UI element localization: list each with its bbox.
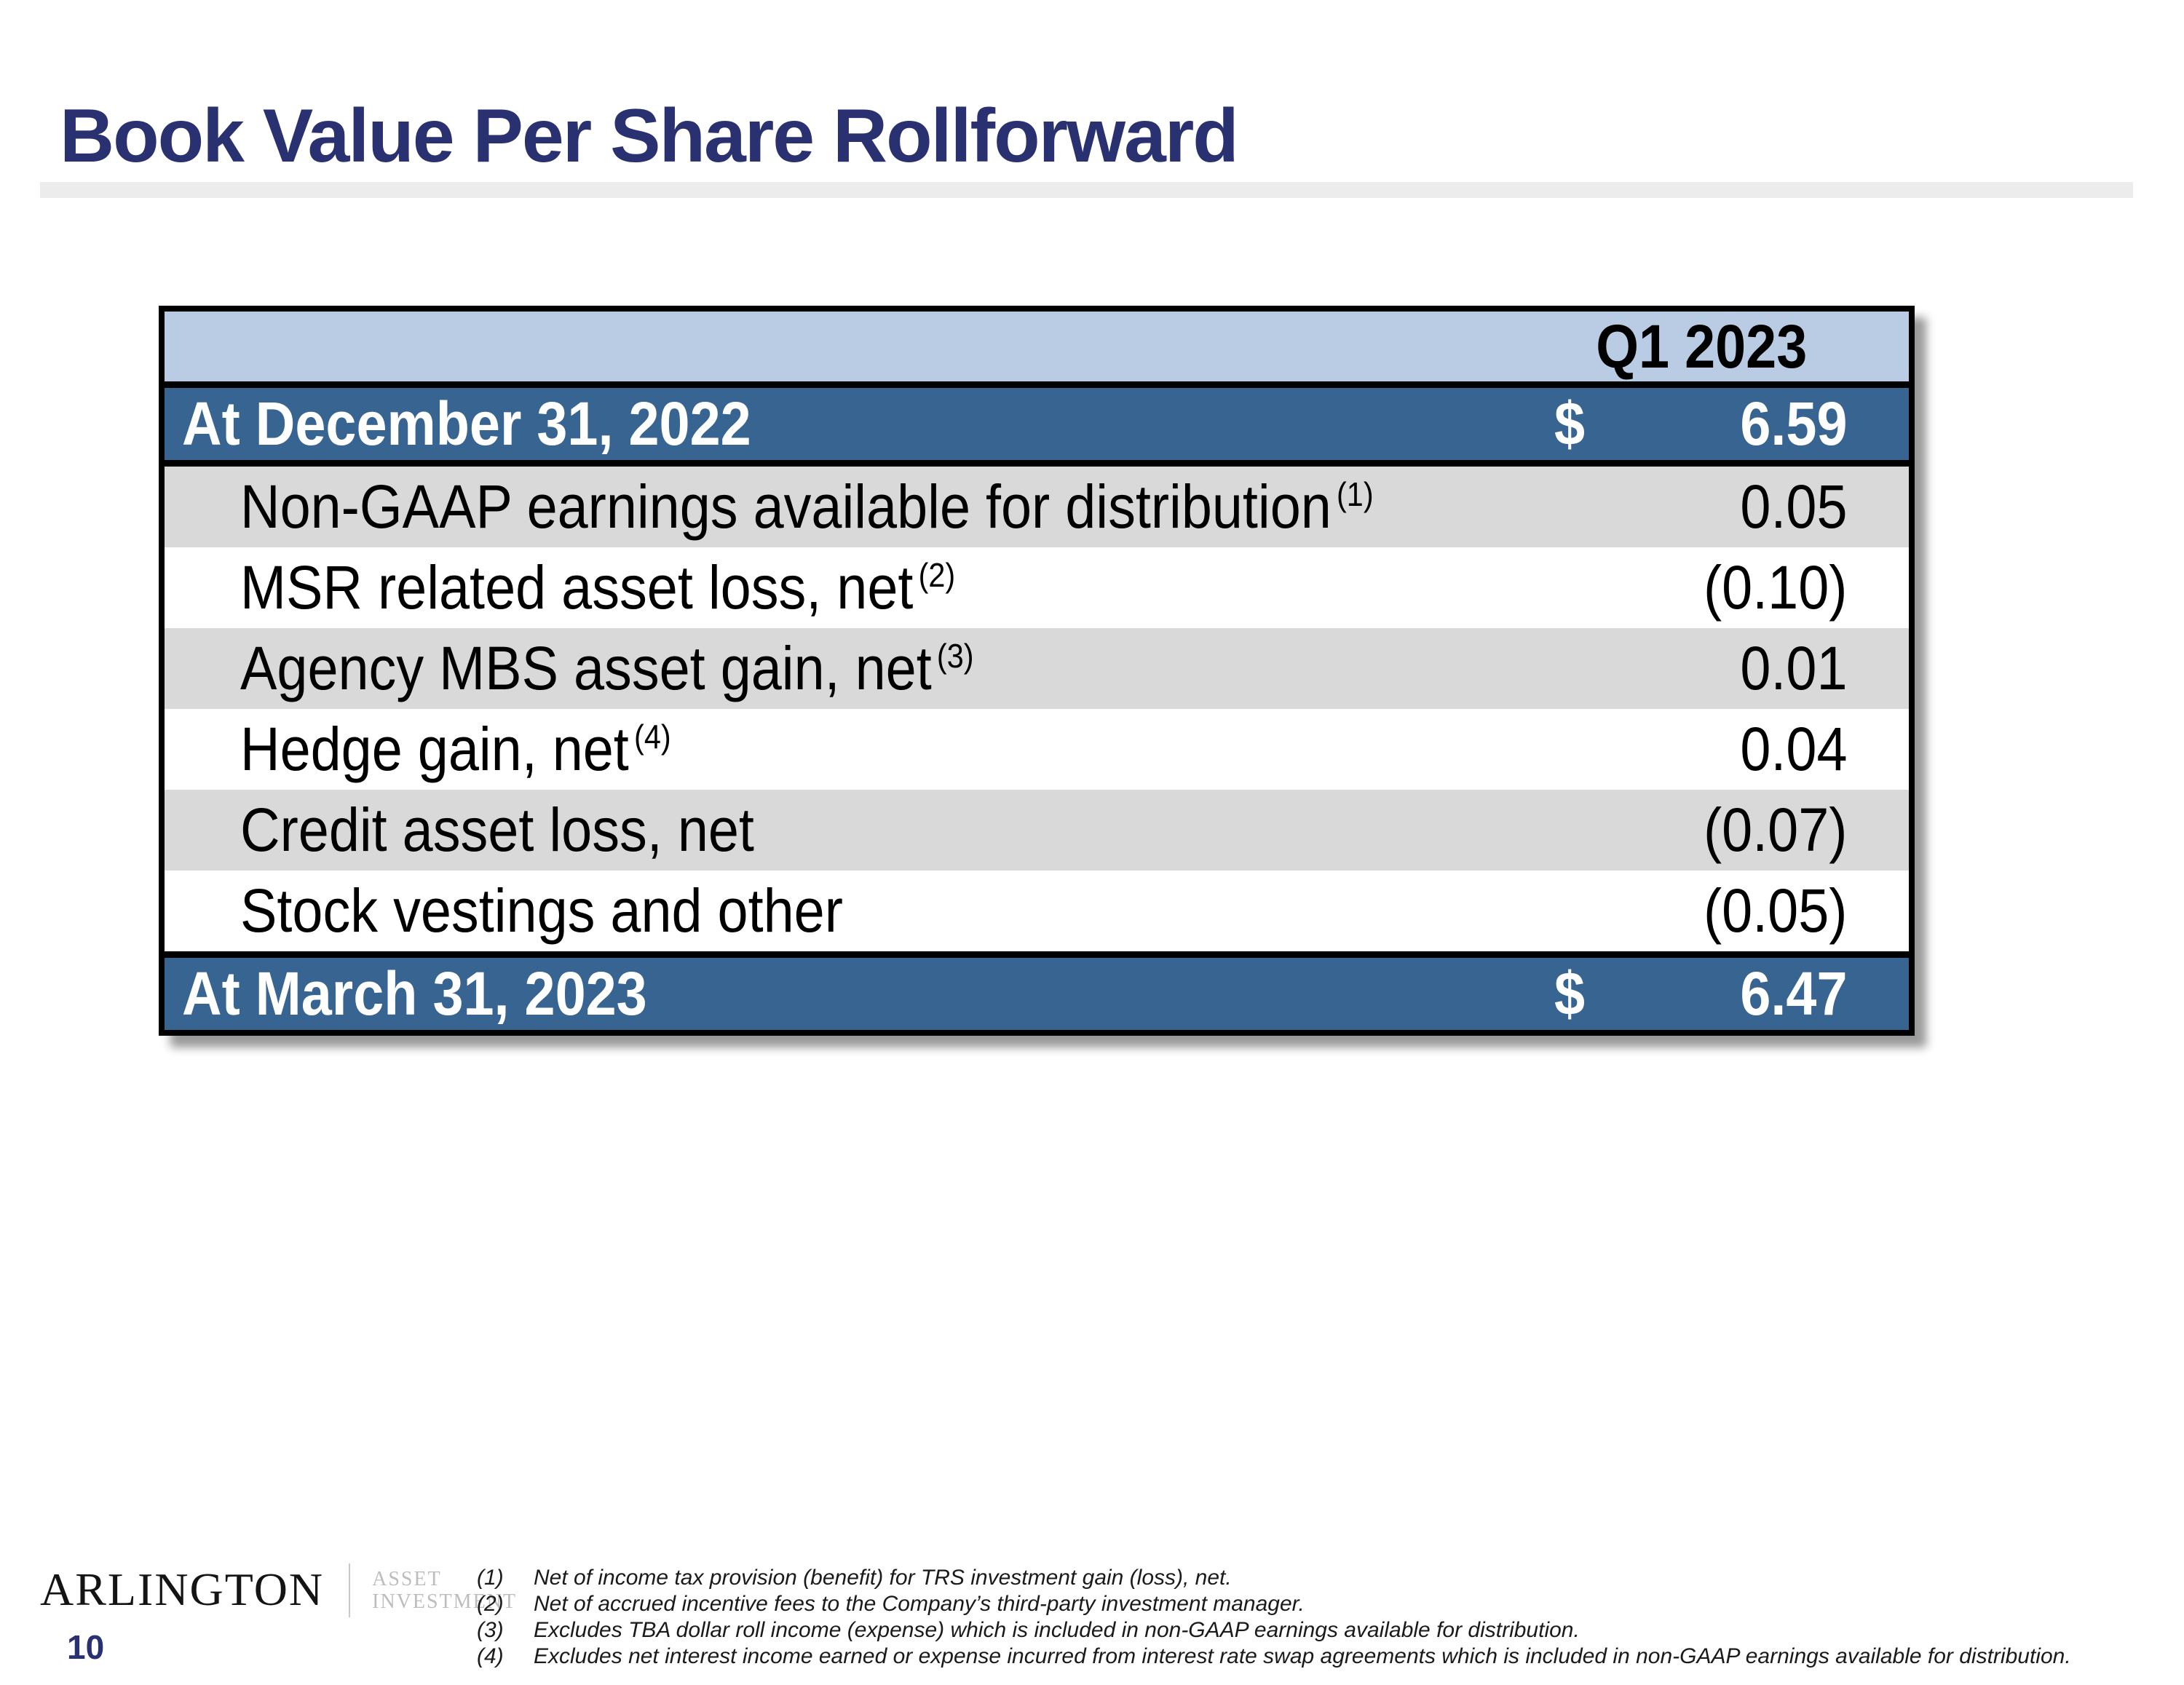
row-value: (0.05)	[1703, 876, 1847, 945]
book-value-rollforward-table: Q1 2023 At December 31, 2022 $ 6.59 Non-…	[159, 306, 1915, 1036]
logo-tagline: ASSET INVESTMENT	[372, 1563, 517, 1613]
opening-balance-label: At December 31, 2022	[182, 389, 751, 458]
logo-wordmark: ARLINGTON	[40, 1563, 325, 1615]
logo-divider	[349, 1563, 351, 1617]
row-value: (0.07)	[1703, 796, 1847, 864]
footnote-ref: (2)	[918, 556, 956, 594]
table-separator	[165, 381, 1909, 388]
footnote-text: Net of income tax provision (benefit) fo…	[534, 1566, 1232, 1590]
row-label: Credit asset loss, net	[240, 796, 754, 864]
opening-currency-symbol: $	[1554, 389, 1586, 458]
footnote-text: Net of accrued incentive fees to the Com…	[534, 1592, 1305, 1616]
row-label: Non-GAAP earnings available for distribu…	[240, 472, 1332, 541]
footnote: (2) Net of accrued incentive fees to the…	[477, 1591, 2071, 1617]
row-label: Agency MBS asset gain, net	[240, 634, 932, 702]
footnote: (4) Excludes net interest income earned …	[477, 1644, 2071, 1669]
row-value: (0.10)	[1703, 553, 1847, 622]
closing-currency-symbol: $	[1554, 959, 1586, 1028]
opening-balance-value: 6.59	[1739, 389, 1847, 458]
title-underline-rule	[40, 182, 2133, 198]
company-logo: ARLINGTON ASSET INVESTMENT	[40, 1563, 517, 1617]
period-header-label: Q1 2023	[1595, 312, 1807, 381]
footnotes: (1) Net of income tax provision (benefit…	[477, 1565, 2071, 1670]
row-value: 0.01	[1739, 634, 1847, 702]
closing-balance-label: At March 31, 2023	[182, 959, 647, 1028]
logo-tagline-line2: INVESTMENT	[372, 1590, 517, 1613]
footnote-text: Excludes TBA dollar roll income (expense…	[534, 1618, 1580, 1642]
table-separator	[165, 951, 1909, 958]
table-row: MSR related asset loss, net (2) (0.10)	[165, 547, 1909, 628]
footnote-number: (3)	[477, 1618, 504, 1642]
opening-balance-row: At December 31, 2022 $ 6.59	[165, 388, 1909, 460]
table-row: Stock vestings and other (0.05)	[165, 871, 1909, 951]
row-label: Stock vestings and other	[240, 876, 843, 945]
footnote-number: (1)	[477, 1566, 504, 1590]
footnote-ref: (3)	[936, 637, 974, 675]
footnote-number: (4)	[477, 1644, 504, 1668]
table-row: Credit asset loss, net (0.07)	[165, 790, 1909, 871]
row-label: MSR related asset loss, net	[240, 553, 914, 622]
table-row: Hedge gain, net (4) 0.04	[165, 709, 1909, 790]
footnote: (3) Excludes TBA dollar roll income (exp…	[477, 1617, 2071, 1643]
closing-balance-row: At March 31, 2023 $ 6.47	[165, 958, 1909, 1030]
footnote-ref: (4)	[634, 718, 671, 756]
row-value: 0.05	[1739, 472, 1847, 541]
row-label: Hedge gain, net	[240, 715, 629, 783]
table-row: Non-GAAP earnings available for distribu…	[165, 467, 1909, 547]
table-period-header-row: Q1 2023	[165, 312, 1909, 381]
page-number: 10	[67, 1628, 105, 1666]
footnote-number: (2)	[477, 1592, 504, 1616]
footnote: (1) Net of income tax provision (benefit…	[477, 1565, 2071, 1590]
table-row: Agency MBS asset gain, net (3) 0.01	[165, 628, 1909, 709]
closing-balance-value: 6.47	[1739, 959, 1847, 1028]
page-title: Book Value Per Share Rollforward	[60, 94, 1239, 178]
footnote-text: Excludes net interest income earned or e…	[534, 1644, 2071, 1668]
table-separator	[165, 460, 1909, 467]
logo-tagline-line1: ASSET	[372, 1568, 442, 1590]
row-value: 0.04	[1739, 715, 1847, 783]
footnote-ref: (1)	[1337, 475, 1374, 513]
